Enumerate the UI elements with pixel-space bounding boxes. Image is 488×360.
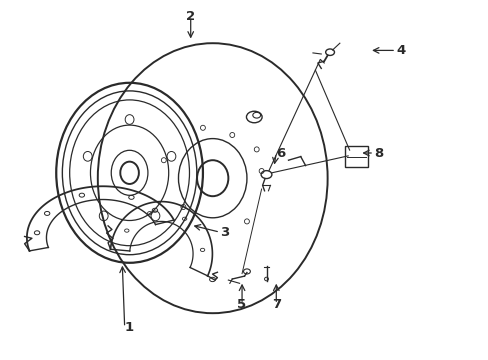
Text: 8: 8	[374, 147, 383, 159]
Text: 7: 7	[271, 298, 280, 311]
Text: 3: 3	[220, 226, 229, 239]
Text: 2: 2	[186, 10, 195, 23]
Text: 4: 4	[396, 44, 405, 57]
Text: 6: 6	[276, 147, 285, 159]
Text: 5: 5	[237, 298, 246, 311]
Text: 1: 1	[125, 321, 134, 334]
